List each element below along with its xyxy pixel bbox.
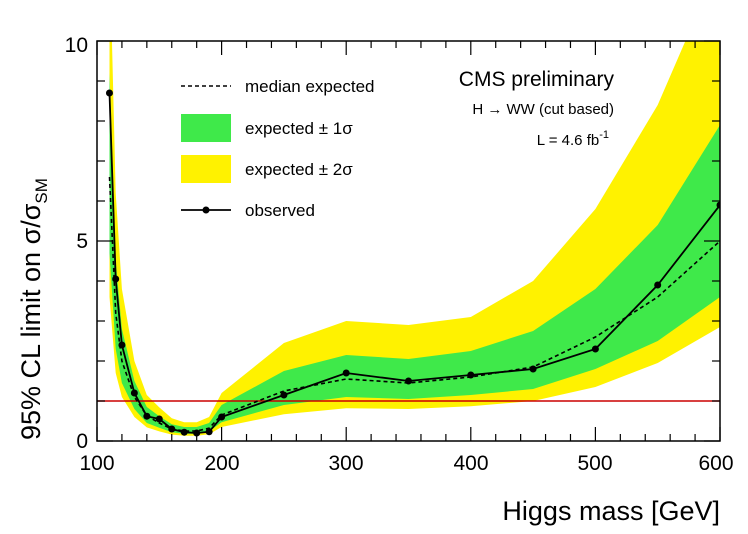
x-tick-label: 300 — [328, 452, 363, 475]
legend-one-sigma-swatch — [181, 114, 231, 142]
observed-points — [105, 89, 720, 437]
legend-one-sigma-label: expected ± 1σ — [245, 119, 353, 138]
legend-two-sigma-swatch — [181, 155, 231, 183]
x-tick-label: 200 — [204, 452, 239, 475]
y-tick-label: 0 — [76, 430, 88, 453]
cms-preliminary-label: CMS preliminary — [459, 68, 615, 91]
luminosity-label: L = 4.6 fb-1 — [537, 129, 609, 149]
observed-point — [118, 341, 126, 349]
observed-point — [205, 428, 213, 436]
legend-observed-label: observed — [245, 201, 315, 220]
x-axis-title: Higgs mass [GeV] — [502, 496, 720, 526]
svg-text:95% CL limit on σ/σSM: 95% CL limit on σ/σSM — [16, 178, 51, 440]
luminosity-value: L = 4.6 fb — [537, 132, 599, 149]
observed-point — [405, 377, 412, 385]
observed-point — [180, 428, 188, 436]
luminosity-exponent: -1 — [599, 129, 609, 141]
legend-observed-marker — [202, 206, 210, 214]
legend-two-sigma-label: expected ± 2σ — [245, 160, 353, 179]
x-tick-label: 100 — [79, 452, 114, 475]
channel-label: H → WW (cut based) — [472, 101, 614, 118]
observed-point — [342, 369, 350, 377]
observed-point — [130, 389, 138, 397]
observed-point — [193, 429, 201, 437]
observed-point — [155, 415, 163, 423]
x-tick-label: 400 — [453, 452, 488, 475]
observed-point — [218, 413, 226, 421]
observed-point — [280, 391, 288, 399]
y-axis-title: 95% CL limit on σ/σSM — [16, 178, 51, 440]
y-axis-title-sub: SM — [32, 178, 51, 204]
legend: median expected expected ± 1σ expected ±… — [181, 77, 374, 220]
x-tick-label: 500 — [577, 452, 612, 475]
observed-point — [529, 365, 537, 373]
observed-point — [716, 201, 720, 209]
observed-point — [105, 89, 113, 97]
observed-point — [168, 425, 176, 433]
observed-point — [112, 275, 120, 283]
legend-median-label: median expected — [245, 77, 374, 96]
axis-ticks — [96, 40, 721, 442]
y-axis-title-main: 95% CL limit on σ/σ — [16, 203, 46, 440]
observed-point — [143, 412, 151, 420]
observed-point — [654, 281, 662, 289]
one-sigma-band — [109, 73, 720, 434]
observed-point — [591, 345, 599, 353]
y-tick-label: 5 — [76, 230, 88, 253]
x-tick-label: 600 — [698, 452, 733, 475]
observed-point — [467, 371, 475, 379]
y-tick-label: 10 — [65, 34, 88, 57]
